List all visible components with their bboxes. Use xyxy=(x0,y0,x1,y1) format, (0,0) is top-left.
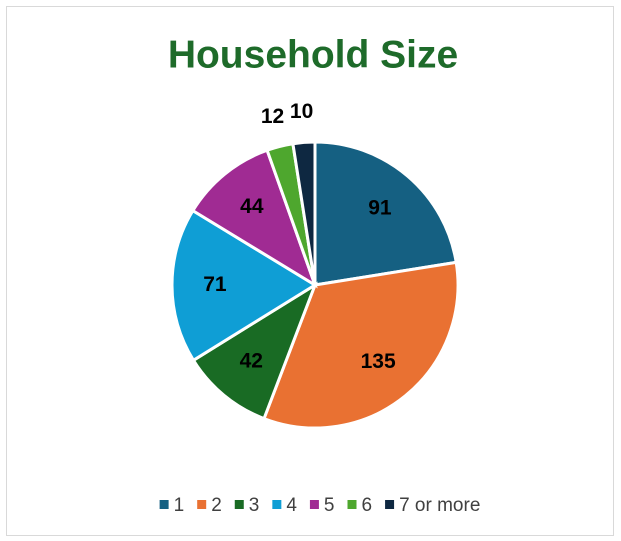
legend-swatch xyxy=(347,500,357,509)
chart-title: Household Size xyxy=(168,33,458,76)
data-label: 10 xyxy=(290,100,313,123)
legend-label: 4 xyxy=(286,495,297,516)
pie-slice xyxy=(313,140,458,287)
legend-label: 6 xyxy=(362,495,373,516)
pie-slice xyxy=(191,281,318,421)
data-label: 135 xyxy=(361,350,396,373)
legend-label: 3 xyxy=(249,495,260,516)
pie-slice xyxy=(262,260,460,430)
legend-label: 2 xyxy=(211,495,222,516)
data-label: 12 xyxy=(261,105,284,128)
legend-swatch xyxy=(309,500,319,509)
legend-swatch xyxy=(159,500,169,509)
legend-label: 7 or more xyxy=(399,495,480,516)
legend-swatch xyxy=(197,500,207,509)
pie-slice xyxy=(170,208,318,363)
data-label: 42 xyxy=(240,350,263,373)
pie-slice xyxy=(291,140,317,286)
legend-swatch xyxy=(272,500,282,509)
data-label: 71 xyxy=(203,273,227,296)
legend-label: 5 xyxy=(324,495,335,516)
pie-slice xyxy=(190,148,318,289)
data-label: 44 xyxy=(240,195,264,218)
legend-label: 1 xyxy=(174,495,185,516)
legend-swatch xyxy=(385,500,395,509)
legend-swatch xyxy=(234,500,244,509)
data-label: 91 xyxy=(368,196,392,219)
